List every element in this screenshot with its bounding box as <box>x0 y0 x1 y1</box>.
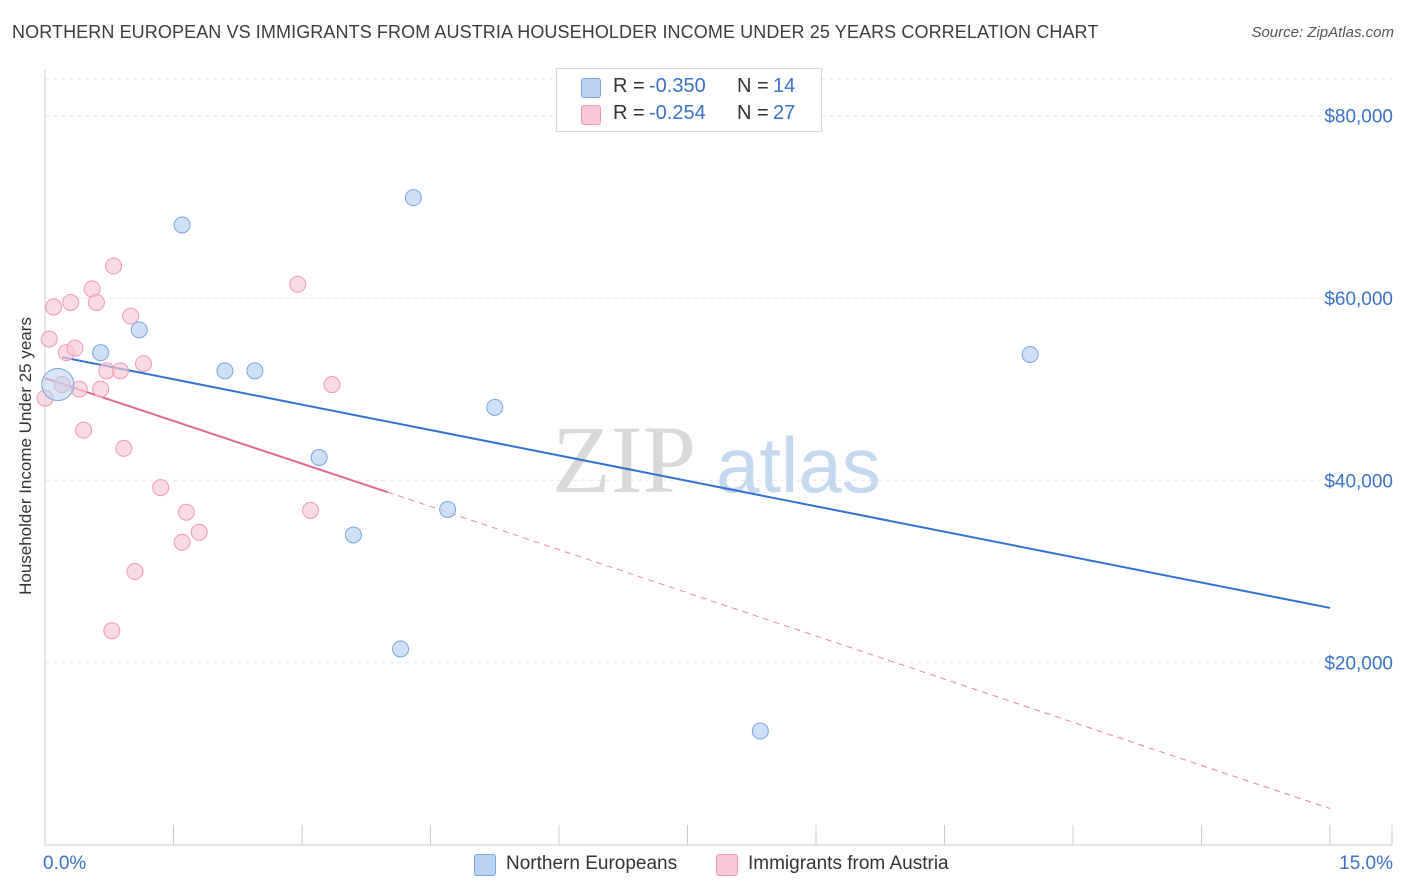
data-point-immigrants-austria <box>122 307 140 325</box>
data-point-immigrants-austria <box>173 533 191 551</box>
legend-r-label: R = <box>613 75 645 97</box>
tick-labels: $20,000 $40,000 $60,000 $80,000 0.0% 15.0% <box>43 107 1393 874</box>
data-point-immigrants-austria <box>135 355 153 373</box>
data-point-northern-europeans <box>92 344 110 362</box>
source-label: Source: ZipAtlas.com <box>1251 24 1394 41</box>
data-point-immigrants-austria <box>126 562 144 580</box>
data-point-northern-europeans <box>404 189 422 207</box>
bottom-legend-label: Northern Europeans <box>506 853 678 874</box>
legend-r-value: -0.350 <box>649 75 706 97</box>
legend-swatch-blue <box>581 78 601 98</box>
legend-n-label: N = <box>737 102 769 124</box>
data-point-immigrants-austria <box>92 380 110 398</box>
y-tick-label: $80,000 <box>1324 107 1393 128</box>
data-point-northern-europeans <box>41 368 75 402</box>
x-tick-label-max: 15.0% <box>1339 853 1393 874</box>
data-point-northern-europeans <box>392 640 410 658</box>
legend-n-value: 27 <box>773 102 796 124</box>
watermark-atlas: atlas <box>716 421 881 509</box>
data-point-immigrants-austria <box>115 439 133 457</box>
bottom-legend-swatch-blue <box>474 854 496 876</box>
data-point-immigrants-austria <box>40 330 58 348</box>
data-point-northern-europeans <box>216 362 234 380</box>
data-point-immigrants-austria <box>190 523 208 541</box>
data-point-immigrants-austria <box>152 479 170 497</box>
y-tick-label: $60,000 <box>1324 289 1393 310</box>
trend-line-northern-europeans <box>61 356 1331 609</box>
legend-r-label: R = <box>613 102 645 124</box>
data-point-northern-europeans <box>486 398 504 416</box>
y-axis-label: Householder Income Under 25 years <box>16 317 35 595</box>
data-points <box>36 189 1039 740</box>
data-point-northern-europeans <box>439 500 457 518</box>
correlation-legend: R = -0.350 N = 14 R = -0.254 N = 27 <box>556 68 822 132</box>
axes <box>44 70 1393 846</box>
data-point-immigrants-austria <box>289 275 307 293</box>
chart-title: NORTHERN EUROPEAN VS IMMIGRANTS FROM AUS… <box>12 22 1099 42</box>
x-tick-label-min: 0.0% <box>43 853 86 874</box>
data-point-immigrants-austria <box>111 362 129 380</box>
trend-line-immigrants-austria-extension <box>387 491 1331 810</box>
watermark-zip: ZIP <box>552 406 696 513</box>
data-point-northern-europeans <box>1021 345 1039 363</box>
data-point-immigrants-austria <box>323 376 341 394</box>
watermark: ZIP atlas <box>552 406 881 513</box>
data-point-northern-europeans <box>130 321 148 339</box>
data-point-immigrants-austria <box>45 298 63 316</box>
data-point-northern-europeans <box>310 449 328 466</box>
data-point-immigrants-austria <box>103 622 121 640</box>
bottom-legend-swatch-pink <box>716 854 738 876</box>
data-point-northern-europeans <box>246 362 264 380</box>
data-point-northern-europeans <box>344 526 362 544</box>
legend-r-value: -0.254 <box>649 102 706 124</box>
data-point-immigrants-austria <box>66 339 84 357</box>
y-tick-label: $20,000 <box>1324 654 1393 675</box>
data-point-immigrants-austria <box>75 421 93 439</box>
legend-swatch-pink <box>581 105 601 125</box>
data-point-immigrants-austria <box>105 257 123 275</box>
y-tick-label: $40,000 <box>1324 471 1393 492</box>
data-point-immigrants-austria <box>177 503 195 521</box>
data-point-immigrants-austria <box>302 501 320 519</box>
bottom-legend-label: Immigrants from Austria <box>748 853 949 874</box>
legend-n-value: 14 <box>773 75 796 97</box>
data-point-northern-europeans <box>173 216 191 234</box>
legend-n-label: N = <box>737 75 769 97</box>
data-point-northern-europeans <box>751 722 769 740</box>
data-point-immigrants-austria <box>87 294 105 311</box>
data-point-immigrants-austria <box>62 294 80 311</box>
